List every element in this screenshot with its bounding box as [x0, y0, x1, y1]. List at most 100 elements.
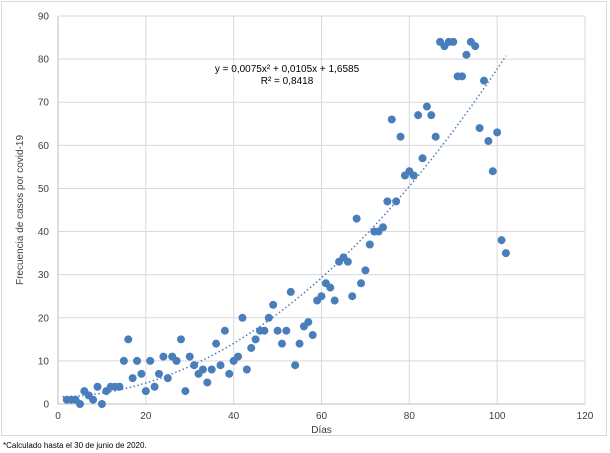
data-point — [484, 137, 493, 146]
data-point — [89, 395, 98, 404]
data-point — [155, 369, 164, 378]
y-tick-label: 50 — [38, 184, 50, 195]
data-point — [343, 257, 352, 266]
data-point — [128, 374, 137, 383]
data-point — [251, 335, 260, 344]
data-point — [198, 365, 207, 374]
data-point — [163, 374, 172, 383]
x-tick-label: 120 — [577, 411, 594, 422]
data-point — [348, 292, 357, 301]
data-point — [273, 326, 282, 335]
data-point — [190, 361, 199, 370]
x-tick-labels: 0 20 40 60 80 100 120 — [55, 411, 594, 422]
data-point — [449, 37, 458, 46]
data-point — [115, 382, 124, 391]
data-point — [458, 72, 467, 81]
scatter-chart: 0 20 40 60 80 100 120 0 10 20 30 40 50 60 70 80 90 y = … — [15, 12, 594, 436]
y-tick-label: 10 — [38, 356, 50, 367]
data-point — [75, 400, 84, 408]
y-tick-label: 80 — [38, 55, 50, 66]
data-point — [378, 223, 387, 232]
footnote: *Calculado hasta el 30 de junio de 2020. — [3, 441, 147, 450]
data-point — [141, 387, 150, 396]
data-point — [431, 132, 440, 141]
chart-frame: 0 20 40 60 80 100 120 0 10 20 30 40 50 60 70 80 90 y = … — [1, 1, 607, 436]
x-tick-label: 40 — [228, 411, 240, 422]
y-tick-labels: 0 10 20 30 40 50 60 70 80 90 — [38, 12, 50, 411]
data-point — [365, 240, 374, 249]
data-point — [462, 50, 471, 59]
data-point — [242, 365, 251, 374]
data-point — [260, 326, 269, 335]
data-point — [159, 352, 168, 361]
data-point — [414, 111, 423, 120]
data-point — [396, 132, 405, 141]
x-tick-label: 80 — [404, 411, 416, 422]
data-point — [304, 318, 313, 327]
axes — [57, 16, 585, 405]
data-point — [422, 102, 431, 111]
x-axis-title: Días — [311, 425, 332, 435]
data-point — [93, 382, 102, 391]
data-point — [181, 387, 190, 396]
data-point — [295, 339, 304, 348]
data-point — [361, 266, 370, 275]
data-point — [392, 197, 401, 206]
data-point — [150, 382, 159, 391]
data-point — [308, 331, 317, 340]
trendline-r2: R² = 0,8418 — [261, 76, 314, 87]
data-point — [269, 300, 278, 309]
data-point — [137, 369, 146, 378]
data-point — [479, 76, 488, 85]
data-point — [185, 352, 194, 361]
y-tick-label: 70 — [38, 98, 50, 109]
y-tick-label: 40 — [38, 227, 50, 238]
data-point — [225, 369, 234, 378]
data-point — [493, 128, 502, 137]
data-point — [277, 339, 286, 348]
data-point — [146, 356, 155, 365]
data-point — [247, 343, 256, 352]
data-point — [286, 287, 295, 296]
data-points — [62, 37, 510, 408]
data-point — [207, 365, 216, 374]
data-point — [97, 400, 106, 408]
x-tick-label: 100 — [489, 411, 506, 422]
data-point — [387, 115, 396, 124]
data-point — [427, 111, 436, 120]
trendline-equation: y = 0,0075x² + 0,0105x + 1,6585 — [215, 64, 360, 75]
data-point — [383, 197, 392, 206]
data-point — [203, 378, 212, 387]
data-point — [352, 214, 361, 223]
data-point — [357, 279, 366, 288]
data-point — [133, 356, 142, 365]
data-point — [212, 339, 221, 348]
data-point — [501, 249, 510, 258]
x-tick-label: 60 — [316, 411, 328, 422]
y-tick-label: 30 — [38, 270, 50, 281]
data-point — [216, 361, 225, 370]
data-point — [326, 283, 335, 292]
data-point — [220, 326, 229, 335]
y-tick-label: 90 — [38, 12, 50, 23]
data-point — [119, 356, 128, 365]
y-tick-label: 0 — [43, 400, 49, 411]
x-tick-label: 0 — [55, 411, 61, 422]
data-point — [176, 335, 185, 344]
data-point — [409, 171, 418, 180]
y-axis-title: Frecuencia de casos por covid-19 — [15, 135, 26, 286]
data-point — [264, 313, 273, 322]
data-point — [475, 124, 484, 133]
data-point — [317, 292, 326, 301]
data-point — [497, 236, 506, 245]
y-tick-label: 60 — [38, 141, 50, 152]
data-point — [238, 313, 247, 322]
data-point — [418, 154, 427, 163]
data-point — [488, 167, 497, 176]
data-point — [172, 356, 181, 365]
data-point — [330, 296, 339, 305]
data-point — [234, 352, 243, 361]
data-point — [291, 361, 300, 370]
data-point — [471, 42, 480, 51]
y-tick-label: 20 — [38, 313, 50, 324]
